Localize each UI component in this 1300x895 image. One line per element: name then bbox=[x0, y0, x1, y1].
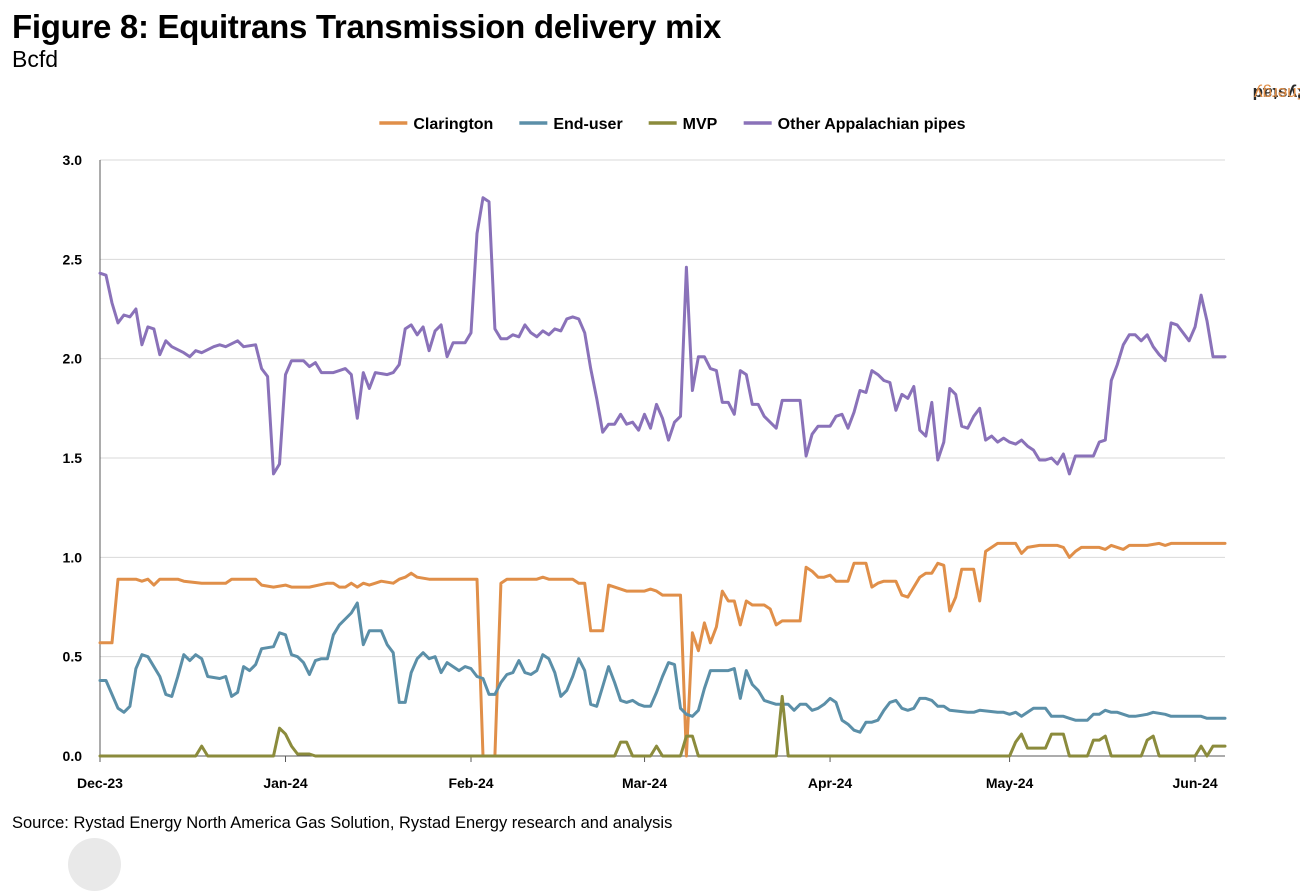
y-tick-label: 1.5 bbox=[63, 450, 83, 466]
y-tick-label: 3.0 bbox=[63, 152, 83, 168]
legend-item: End-user bbox=[519, 116, 623, 133]
y-tick-label: 2.0 bbox=[63, 351, 83, 367]
x-tick-label: Dec-23 bbox=[77, 775, 123, 791]
chart-subtitle: Bcfd bbox=[12, 46, 59, 72]
source-note: Source: Rystad Energy North America Gas … bbox=[12, 814, 673, 832]
series-line-end-user bbox=[98, 601, 1227, 734]
series-lines bbox=[98, 196, 1227, 758]
legend-label: End-user bbox=[553, 116, 622, 133]
x-tick-label: Mar-24 bbox=[622, 775, 667, 791]
x-tick-label: Jan-24 bbox=[263, 775, 308, 791]
legend-item: MVP bbox=[648, 116, 718, 133]
x-tick-label: Apr-24 bbox=[808, 775, 853, 791]
legend-label: Clarington bbox=[413, 116, 493, 133]
legend-item: Clarington bbox=[379, 116, 493, 133]
legend-item: Other Appalachian pipes bbox=[743, 116, 966, 133]
series-line-mvp bbox=[98, 694, 1227, 758]
x-tick-label: Jun-24 bbox=[1173, 775, 1218, 791]
y-tick-label: 1.0 bbox=[63, 549, 83, 565]
legend: Clarington End-user MVP Other Appalachian p… bbox=[379, 116, 966, 133]
y-tick-label: 0.0 bbox=[63, 748, 83, 764]
legend-label: Other Appalachian pipes bbox=[778, 116, 966, 133]
y-tick-label: 0.5 bbox=[63, 649, 83, 665]
y-tick-label: 2.5 bbox=[63, 251, 83, 267]
page-indicator bbox=[68, 838, 121, 891]
x-tick-label: May-24 bbox=[986, 775, 1034, 791]
x-tick-label: Feb-24 bbox=[448, 775, 493, 791]
line-chart: Clarington End-user MVP Other Appalachian p… bbox=[63, 116, 1227, 791]
legend-label: MVP bbox=[683, 116, 718, 133]
series-line-other-appalachian-pipes bbox=[98, 196, 1227, 476]
axes: 0.0 0.5 1.0 1.5 2.0 2.5 3.0 Dec-23 Jan-24 Feb-24 M… bbox=[63, 152, 1225, 791]
chart-title: Figure 8: Equitrans Transmission deliver… bbox=[12, 8, 722, 45]
series-line-clarington bbox=[98, 541, 1227, 758]
